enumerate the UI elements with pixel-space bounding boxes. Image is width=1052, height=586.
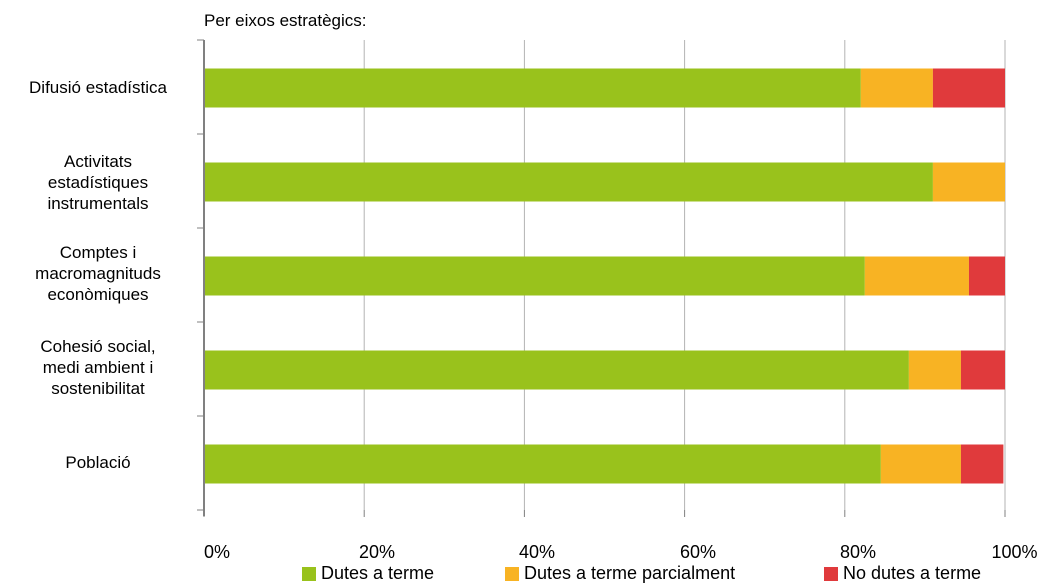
- x-tick-label: 40%: [518, 542, 556, 562]
- bars: [204, 68, 1005, 484]
- legend-item: Dutes a terme: [302, 563, 434, 584]
- bar-segment: [908, 350, 961, 390]
- bar-segment: [204, 68, 861, 108]
- legend-label: Dutes a terme parcialment: [524, 563, 736, 583]
- bar-segment: [960, 444, 1004, 484]
- bar-segment: [860, 68, 933, 108]
- category-label: Comptes i macromagnituds econòmiques: [35, 243, 161, 304]
- legend-swatch: [505, 566, 519, 581]
- bar-segment: [204, 350, 909, 390]
- bar-segment: [880, 444, 961, 484]
- legend-item: Dutes a terme parcialment: [505, 563, 735, 584]
- bar-segment: [204, 444, 881, 484]
- x-tick-label: 20%: [358, 542, 396, 562]
- axes: [197, 39, 1006, 517]
- bar-segment: [968, 256, 1005, 296]
- chart-title: Per eixos estratègics:: [204, 11, 367, 30]
- x-tick-label: 60%: [679, 542, 717, 562]
- legend-label: Dutes a terme: [321, 563, 435, 583]
- category-label: Activitats estadístiques instrumentals: [47, 152, 149, 213]
- x-tick-label: 100%: [991, 542, 1038, 562]
- legend-swatch: [824, 566, 838, 581]
- legend-label: No dutes a terme: [843, 563, 982, 583]
- x-tick-label: 0%: [203, 542, 230, 562]
- legend-item: No dutes a terme: [824, 563, 981, 584]
- bar-segment: [864, 256, 969, 296]
- legend: Dutes a terme Dutes a terme parcialment …: [0, 563, 1052, 586]
- bar-segment: [204, 256, 865, 296]
- bar-segment: [932, 162, 1005, 202]
- x-tick-label: 80%: [839, 542, 877, 562]
- category-label: Població: [65, 453, 131, 472]
- legend-swatch: [302, 566, 316, 581]
- bar-segment: [204, 162, 933, 202]
- bar-segment: [932, 68, 1005, 108]
- bar-segment: [960, 350, 1005, 390]
- category-label: Difusió estadística: [29, 78, 167, 97]
- category-label: Cohesió social, medi ambient i sostenibi…: [40, 337, 156, 398]
